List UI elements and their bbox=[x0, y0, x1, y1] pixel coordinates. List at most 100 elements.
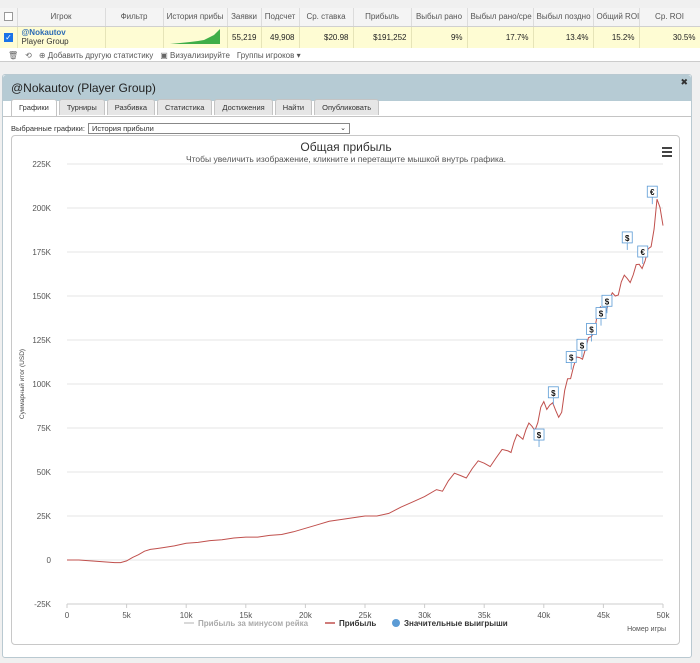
big-win-marker bbox=[601, 294, 613, 307]
y-tick-label: 225K bbox=[32, 160, 51, 169]
col-header-late-out[interactable]: Выбыл поздно bbox=[533, 8, 594, 27]
chart-menu-icon[interactable] bbox=[662, 147, 672, 157]
big-win-label: $ bbox=[589, 325, 594, 334]
profit-value: $191,252 bbox=[353, 26, 412, 48]
tab-breakdown[interactable]: Разбивка bbox=[106, 99, 156, 115]
col-header-avg-roi[interactable]: Ср. ROI bbox=[639, 8, 700, 27]
early-mid-out-value: 17.7% bbox=[467, 26, 534, 48]
chevron-down-icon: ⌄ bbox=[340, 125, 346, 132]
tab-find[interactable]: Найти bbox=[274, 99, 313, 115]
big-win-label: $ bbox=[537, 431, 542, 440]
y-tick-label: 200K bbox=[32, 204, 51, 213]
avg-roi-value: 30.5% bbox=[639, 26, 700, 48]
stats-table: Игрок Фильтр История прибы Заявки Подсче… bbox=[0, 8, 700, 48]
col-header-avg-stake[interactable]: Ср. ставка bbox=[299, 8, 354, 27]
y-tick-label: 75K bbox=[37, 424, 52, 433]
col-header-player[interactable]: Игрок bbox=[17, 8, 106, 27]
add-stat-button[interactable]: ⊕ Добавить другую статистику bbox=[38, 51, 154, 60]
legend-big-win-dot bbox=[392, 619, 400, 627]
stats-table-container: Игрок Фильтр История прибы Заявки Подсче… bbox=[0, 8, 700, 62]
tab-publish[interactable]: Опубликовать bbox=[314, 99, 380, 115]
chart-selector-row: Выбранные графики: История прибыли ⌄ bbox=[11, 123, 350, 134]
close-icon[interactable]: ✖ bbox=[680, 77, 688, 87]
big-win-label: $ bbox=[569, 354, 574, 363]
x-tick-label: 30k bbox=[418, 611, 432, 620]
plus-circle-icon: ⊕ bbox=[38, 51, 46, 60]
refresh-icon[interactable]: ⟲ bbox=[25, 51, 32, 60]
image-icon: ▣ bbox=[160, 51, 168, 60]
select-all-checkbox[interactable] bbox=[0, 8, 18, 27]
chart-subtitle: Чтобы увеличить изображение, кликните и … bbox=[186, 154, 506, 164]
x-tick-label: 45k bbox=[597, 611, 611, 620]
big-win-label: € bbox=[650, 188, 655, 197]
big-win-label: $ bbox=[605, 297, 610, 306]
entries-value: 55,219 bbox=[227, 26, 262, 48]
table-row[interactable]: ✓ @Nokautov Player Group 55,219 49,908 $… bbox=[0, 26, 700, 48]
avg-stake-value: $20.98 bbox=[299, 26, 354, 48]
x-tick-label: 15k bbox=[239, 611, 253, 620]
col-header-total-roi[interactable]: Общий ROI bbox=[593, 8, 640, 27]
big-win-marker bbox=[621, 231, 633, 244]
col-header-entries[interactable]: Заявки bbox=[227, 8, 262, 27]
tab-graphs[interactable]: Графики bbox=[11, 99, 57, 116]
profit-history-sparkline bbox=[163, 26, 228, 48]
player-cell[interactable]: @Nokautov Player Group bbox=[17, 26, 106, 48]
y-tick-label: 175K bbox=[32, 248, 51, 257]
big-win-label: $ bbox=[551, 389, 556, 398]
chevron-down-icon: ▾ bbox=[296, 51, 301, 60]
player-panel: @Nokautov (Player Group) ✖ Графики Турни… bbox=[2, 74, 692, 658]
big-win-marker bbox=[646, 185, 658, 198]
legend-profit-label: Прибыль bbox=[339, 619, 376, 628]
y-tick-label: 0 bbox=[47, 556, 52, 565]
x-tick-label: 10k bbox=[180, 611, 194, 620]
big-win-marker bbox=[637, 245, 649, 258]
table-toolbar: 🗑 ⟲ ⊕ Добавить другую статистику ▣ Визуа… bbox=[0, 48, 700, 64]
panel-title: @Nokautov (Player Group) bbox=[11, 81, 156, 95]
profit-chart[interactable]: Общая прибыль Чтобы увеличить изображение… bbox=[11, 135, 680, 645]
player-name[interactable]: @Nokautov bbox=[21, 28, 66, 37]
col-header-count[interactable]: Подсчет bbox=[261, 8, 300, 27]
tab-tournaments[interactable]: Турниры bbox=[58, 99, 105, 115]
big-win-marker bbox=[547, 386, 559, 399]
big-win-label: € bbox=[641, 248, 646, 257]
filter-cell[interactable] bbox=[105, 26, 164, 48]
col-header-filter[interactable]: Фильтр bbox=[105, 8, 164, 27]
x-axis-title: Номер игры bbox=[627, 626, 666, 633]
y-tick-label: -25K bbox=[34, 600, 52, 609]
late-out-value: 13.4% bbox=[533, 26, 594, 48]
y-tick-label: 150K bbox=[32, 292, 51, 301]
profit-series-line bbox=[67, 199, 664, 564]
y-axis-title: Суммарный итог (USD) bbox=[18, 349, 26, 419]
col-header-profit[interactable]: Прибыль bbox=[353, 8, 412, 27]
y-tick-label: 50K bbox=[37, 468, 52, 477]
player-groups-dropdown[interactable]: Группы игроков ▾ bbox=[236, 51, 301, 60]
col-header-profit-history[interactable]: История прибы bbox=[163, 8, 228, 27]
x-tick-label: 20k bbox=[299, 611, 313, 620]
count-value: 49,908 bbox=[261, 26, 300, 48]
big-win-marker bbox=[565, 351, 577, 364]
big-win-marker bbox=[533, 428, 545, 441]
row-checkbox[interactable]: ✓ bbox=[0, 26, 18, 48]
big-win-label: $ bbox=[599, 310, 604, 319]
chart-select[interactable]: История прибыли ⌄ bbox=[87, 123, 350, 134]
trash-icon[interactable]: 🗑 bbox=[8, 51, 19, 60]
x-tick-label: 35k bbox=[478, 611, 492, 620]
player-group: Player Group bbox=[21, 37, 69, 46]
big-win-marker bbox=[595, 307, 607, 320]
col-header-early-mid-out[interactable]: Выбыл рано/сре bbox=[467, 8, 534, 27]
y-tick-label: 100K bbox=[32, 380, 51, 389]
big-win-label: $ bbox=[580, 341, 585, 350]
y-tick-label: 25K bbox=[37, 512, 52, 521]
big-win-label: $ bbox=[625, 234, 630, 243]
tab-achievements[interactable]: Достижения bbox=[214, 99, 273, 115]
tab-divider bbox=[3, 116, 691, 117]
col-header-early-out[interactable]: Выбыл рано bbox=[411, 8, 468, 27]
big-win-marker bbox=[576, 338, 588, 351]
early-out-value: 9% bbox=[411, 26, 468, 48]
y-tick-label: 125K bbox=[32, 336, 51, 345]
x-tick-label: 5k bbox=[122, 611, 131, 620]
visualize-button[interactable]: ▣ Визуализируйте bbox=[160, 51, 230, 60]
x-tick-label: 40k bbox=[537, 611, 551, 620]
tab-statistics[interactable]: Статистика bbox=[157, 99, 213, 115]
